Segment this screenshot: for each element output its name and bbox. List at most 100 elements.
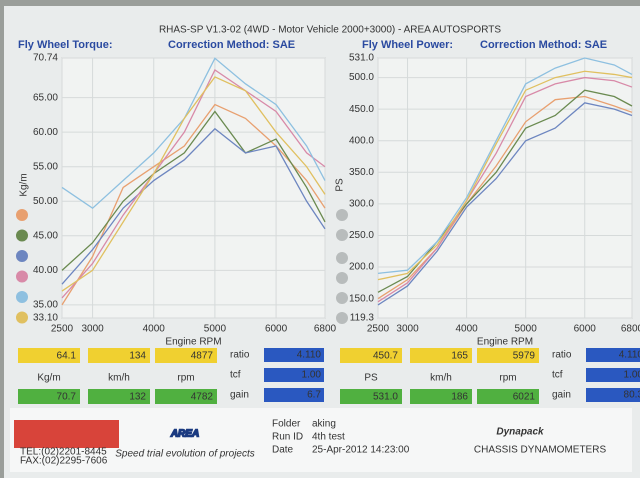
x-tick-label: 5000	[204, 324, 227, 335]
value-text: 70.7	[57, 392, 77, 403]
field-value: 4th test	[312, 432, 345, 443]
value-cell	[477, 348, 539, 363]
y-axis-label: Kg/m	[19, 173, 30, 196]
unit-text: km/h	[108, 373, 130, 384]
param-label: ratio	[552, 350, 572, 361]
value-cell	[410, 348, 472, 363]
value-text: 165	[451, 351, 468, 362]
value-cell	[18, 348, 80, 363]
chart-title: Fly Wheel Power:	[362, 39, 453, 51]
x-tick-label: 3000	[396, 324, 419, 335]
y-tick-label: 250.0	[349, 230, 374, 241]
y-tick-label: 400.0	[349, 135, 374, 146]
footer-red-band	[14, 420, 119, 448]
series-line	[377, 95, 633, 300]
param-cell	[264, 348, 324, 362]
sheet-title: RHAS-SP V1.3-02 (4WD - Motor Vehicle 200…	[159, 25, 501, 36]
field-label: Run ID	[272, 432, 303, 443]
value-cell	[88, 389, 150, 404]
chart-subtitle: Correction Method: SAE	[168, 39, 295, 51]
x-tick-label: 4000	[143, 324, 166, 335]
legend-dot	[16, 311, 28, 324]
value-text: 134	[129, 351, 146, 362]
unit-text: rpm	[499, 373, 516, 384]
x-tick-label: 6000	[265, 324, 288, 335]
value-text: 4782	[191, 392, 214, 403]
y-tick-label: 150.0	[349, 293, 374, 304]
y-tick-label: 50.00	[33, 196, 58, 207]
field-label: Folder	[272, 419, 301, 430]
value-text: 450.7	[373, 351, 398, 362]
param-value: 1.00	[624, 370, 640, 381]
unit-text: Kg/m	[37, 373, 60, 384]
param-value: 80.3	[624, 390, 640, 401]
x-tick-label: 3000	[81, 324, 104, 335]
series-line	[61, 110, 326, 271]
param-cell	[264, 388, 324, 402]
value-text: 5979	[513, 351, 536, 362]
unit-text: km/h	[430, 373, 452, 384]
plot-area	[377, 57, 633, 319]
value-text: 64.1	[57, 351, 77, 362]
x-tick-label: 6000	[574, 324, 597, 335]
value-text: 4877	[191, 351, 214, 362]
x-axis-label: Engine RPM	[165, 337, 221, 348]
value-text: 132	[129, 392, 146, 403]
param-cell	[586, 368, 640, 382]
y-tick-label: 65.00	[33, 92, 58, 103]
y-tick-label: 350.0	[349, 167, 374, 178]
x-tick-label: 4000	[455, 324, 478, 335]
legend-dot	[16, 250, 28, 262]
plot-area	[61, 57, 326, 319]
param-cell	[264, 368, 324, 382]
value-cell	[155, 389, 217, 404]
series-line	[377, 76, 633, 303]
series-line	[61, 57, 326, 209]
value-text: 6021	[513, 392, 536, 403]
param-cell	[586, 388, 640, 402]
param-label: gain	[552, 390, 571, 401]
x-tick-label: 2500	[51, 324, 74, 335]
y-axis-label: PS	[335, 178, 346, 192]
value-cell	[18, 389, 80, 404]
x-tick-label: 6800	[621, 324, 640, 335]
field-label: Date	[272, 445, 294, 456]
param-value: 6.7	[307, 390, 321, 401]
tagline: Speed trial evolution of projects	[115, 449, 255, 460]
value-cell	[410, 389, 472, 404]
x-tick-label: 2500	[367, 324, 390, 335]
y-tick-label: 70.74	[33, 53, 58, 64]
field-value: aking	[312, 419, 336, 430]
param-cell	[586, 348, 640, 362]
y-tick-label: 531.0	[349, 53, 374, 64]
chart-subtitle: Correction Method: SAE	[480, 39, 607, 51]
y-tick-label: 300.0	[349, 199, 374, 210]
series-line	[61, 69, 326, 299]
y-tick-label: 119.3	[350, 313, 375, 324]
logo: AREA	[170, 429, 199, 440]
series-line	[61, 76, 326, 292]
legend-dot	[16, 229, 28, 242]
chart-title: Fly Wheel Torque:	[18, 39, 113, 51]
param-value: 4.110	[297, 350, 322, 361]
brand-sub: CHASSIS DYNAMOMETERS	[474, 445, 607, 456]
x-tick-label: 6800	[314, 324, 337, 335]
value-cell	[340, 389, 402, 404]
series-line	[61, 127, 326, 285]
unit-text: rpm	[177, 373, 194, 384]
x-tick-label: 5000	[515, 324, 538, 335]
series-line	[377, 102, 633, 306]
param-value: 1.00	[302, 370, 322, 381]
unit-text: PS	[364, 373, 378, 384]
param-value: 4.110	[619, 350, 640, 361]
value-text: 186	[451, 392, 468, 403]
y-tick-label: 55.00	[33, 161, 58, 172]
legend-dot	[16, 209, 28, 221]
y-tick-label: 200.0	[349, 262, 374, 273]
y-tick-label: 450.0	[349, 104, 374, 115]
value-cell	[477, 389, 539, 404]
series-line	[377, 57, 633, 274]
y-tick-label: 40.00	[33, 265, 58, 276]
value-cell	[155, 348, 217, 363]
